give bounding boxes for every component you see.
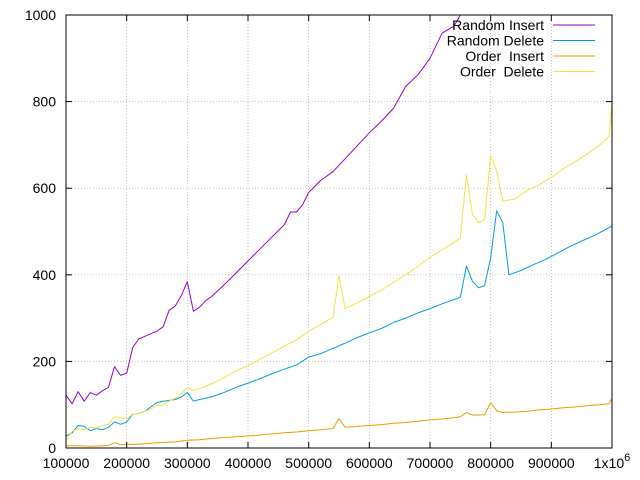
x-tick-label-text: 500000 (285, 455, 332, 471)
plot-area (66, 15, 612, 447)
series-line-3 (66, 103, 612, 441)
x-tick-label-text: 200000 (103, 455, 150, 471)
legend-label: Order Insert (465, 48, 544, 64)
x-tick-label: 200000 (103, 455, 150, 471)
x-tick-label: 900000 (528, 455, 575, 471)
legend-label: Random Delete (447, 33, 544, 49)
x-tick-label: 300000 (164, 455, 211, 471)
x-tick-label-text: 600000 (346, 455, 393, 471)
x-tick-label-text: 100000 (43, 455, 90, 471)
x-tick-label-text: 900000 (528, 455, 575, 471)
x-tick-label: 600000 (346, 455, 393, 471)
y-tick-label: 0 (48, 440, 56, 456)
x-tick-label-text: 1x10 (594, 455, 625, 471)
y-tick-label: 400 (33, 267, 57, 283)
x-tick-label-exponent: 6 (624, 452, 630, 464)
x-tick-label: 800000 (467, 455, 514, 471)
x-tick-label: 700000 (407, 455, 454, 471)
x-tick-label: 1x106 (594, 452, 630, 471)
legend-label: Random Insert (452, 17, 544, 33)
grid-lines (66, 15, 612, 448)
y-tick-label: 200 (33, 353, 57, 369)
axis-ticks (65, 14, 613, 449)
series-line-2 (66, 397, 612, 447)
x-tick-label-text: 700000 (407, 455, 454, 471)
x-tick-label-text: 300000 (164, 455, 211, 471)
y-tick-label: 600 (33, 180, 57, 196)
tick-labels: 0 200 400 600 800 1000 100000 200000 300000 40000… (25, 7, 630, 471)
series-line-0 (66, 15, 461, 405)
x-tick-label-text: 800000 (467, 455, 514, 471)
x-tick-label: 500000 (285, 455, 332, 471)
y-tick-label: 1000 (25, 7, 56, 23)
plot-border (65, 14, 613, 449)
x-tick-label-text: 400000 (225, 455, 272, 471)
series-line-1 (66, 210, 612, 437)
legend-label: Order Delete (460, 64, 544, 80)
y-tick-label: 800 (33, 94, 57, 110)
x-tick-label: 100000 (43, 455, 90, 471)
x-tick-label: 400000 (225, 455, 272, 471)
